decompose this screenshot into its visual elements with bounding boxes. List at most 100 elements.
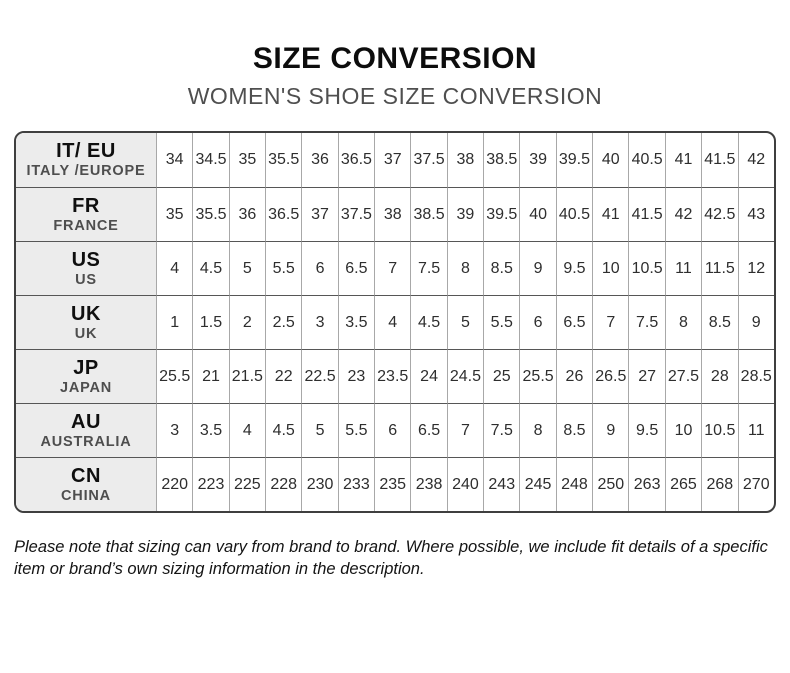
size-cell: 3.5 — [192, 403, 229, 457]
size-cell: 9 — [737, 295, 774, 349]
size-cell: 25 — [483, 349, 520, 403]
row-header-cn: CN CHINA — [16, 457, 156, 511]
size-cell: 39.5 — [555, 133, 592, 187]
size-cell: 10.5 — [628, 241, 665, 295]
size-cell: 4 — [156, 241, 193, 295]
size-cell: 36.5 — [265, 187, 302, 241]
size-cell: 42.5 — [701, 187, 738, 241]
size-cell: 34 — [156, 133, 192, 187]
size-cell: 41 — [664, 133, 701, 187]
size-cell: 37 — [374, 133, 410, 187]
size-cell: 263 — [628, 457, 665, 511]
size-cell: 225 — [228, 457, 266, 511]
size-cell: 39 — [519, 133, 555, 187]
size-cell: 2 — [228, 295, 266, 349]
region-code: UK — [71, 302, 101, 325]
size-cell: 41.5 — [628, 187, 665, 241]
region-name: ITALY /EUROPE — [26, 163, 146, 180]
size-cell: 40 — [519, 187, 556, 241]
row-header-fr: FR FRANCE — [16, 187, 156, 241]
size-cell: 7 — [446, 403, 484, 457]
region-name: US — [75, 271, 97, 288]
size-cell: 9 — [592, 403, 629, 457]
region-name: AUSTRALIA — [40, 433, 132, 450]
size-cell: 7 — [374, 241, 411, 295]
size-cell: 7.5 — [410, 241, 447, 295]
row-header-uk: UK UK — [16, 295, 156, 349]
size-cell: 5.5 — [337, 403, 375, 457]
size-cell: 40.5 — [628, 133, 664, 187]
size-cell: 35 — [228, 133, 265, 187]
region-name: JAPAN — [59, 379, 113, 396]
row-header-jp: JP JAPAN — [16, 349, 156, 403]
size-cell: 10.5 — [701, 403, 738, 457]
size-cell: 38.5 — [483, 133, 519, 187]
size-cell: 1.5 — [192, 295, 229, 349]
size-cell: 10 — [592, 241, 629, 295]
size-cell: 12 — [737, 241, 774, 295]
size-cell: 24 — [410, 349, 447, 403]
size-cell: 1 — [156, 295, 193, 349]
size-cell: 24.5 — [446, 349, 484, 403]
size-cell: 5 — [228, 241, 266, 295]
size-cell: 270 — [737, 457, 774, 511]
size-cell: 4.5 — [265, 403, 302, 457]
size-cell: 28 — [701, 349, 738, 403]
size-cell: 41.5 — [701, 133, 737, 187]
size-cell: 23 — [337, 349, 375, 403]
size-cell: 11 — [664, 241, 702, 295]
size-cell: 36 — [301, 133, 337, 187]
size-cell: 22.5 — [301, 349, 338, 403]
size-cell: 250 — [592, 457, 629, 511]
size-cell: 10 — [664, 403, 702, 457]
size-cell: 4 — [228, 403, 266, 457]
size-cell: 26.5 — [592, 349, 629, 403]
size-cell: 11.5 — [701, 241, 738, 295]
size-cell: 245 — [519, 457, 556, 511]
size-cell: 40 — [592, 133, 628, 187]
size-table-body: IT/ EU ITALY /EUROPE 34 34.5 35 35.5 36 36.5 37 3… — [16, 133, 774, 511]
row-header-it-eu: IT/ EU ITALY /EUROPE — [16, 133, 156, 187]
size-cell: 235 — [374, 457, 411, 511]
size-cell: 240 — [446, 457, 484, 511]
page-title: SIZE CONVERSION — [252, 42, 538, 75]
size-cell: 37 — [301, 187, 338, 241]
size-cell: 27.5 — [664, 349, 702, 403]
size-cell: 5 — [446, 295, 484, 349]
size-cell: 8 — [664, 295, 702, 349]
size-cell: 25.5 — [156, 349, 193, 403]
size-cell: 37.5 — [410, 133, 446, 187]
size-cell: 243 — [483, 457, 520, 511]
size-cell: 4.5 — [410, 295, 447, 349]
size-cell: 3 — [301, 295, 338, 349]
size-cell: 5.5 — [265, 241, 302, 295]
size-cell: 25.5 — [519, 349, 556, 403]
size-cell: 38 — [374, 187, 411, 241]
size-cell: 8.5 — [555, 403, 593, 457]
size-cell: 6 — [519, 295, 556, 349]
size-cell: 8.5 — [483, 241, 520, 295]
size-cell: 2.5 — [265, 295, 302, 349]
size-cell: 9.5 — [555, 241, 593, 295]
size-conversion-table: IT/ EU ITALY /EUROPE 34 34.5 35 35.5 36 36.5 37 3… — [14, 131, 776, 513]
size-cell: 9 — [519, 241, 556, 295]
size-cell: 7 — [592, 295, 629, 349]
size-cell: 37.5 — [337, 187, 375, 241]
region-name: CHINA — [61, 487, 111, 504]
size-cell: 8 — [519, 403, 556, 457]
size-cell: 11 — [737, 403, 774, 457]
size-cell: 230 — [301, 457, 338, 511]
size-cell: 7.5 — [483, 403, 520, 457]
size-cell: 40.5 — [555, 187, 593, 241]
size-cell: 8 — [446, 241, 484, 295]
size-cell: 35.5 — [192, 187, 229, 241]
size-cell: 4 — [374, 295, 411, 349]
table-row-us: US US 4 4.5 5 5.5 6 6.5 7 7.5 8 8.5 9 9.5 10 10.5 11 11.5… — [16, 241, 774, 295]
size-cell: 38 — [446, 133, 483, 187]
region-name: FRANCE — [53, 217, 119, 234]
region-code: AU — [71, 410, 101, 433]
size-cell: 268 — [701, 457, 738, 511]
region-name: UK — [74, 325, 98, 342]
size-cell: 6 — [301, 241, 338, 295]
size-cell: 22 — [265, 349, 302, 403]
